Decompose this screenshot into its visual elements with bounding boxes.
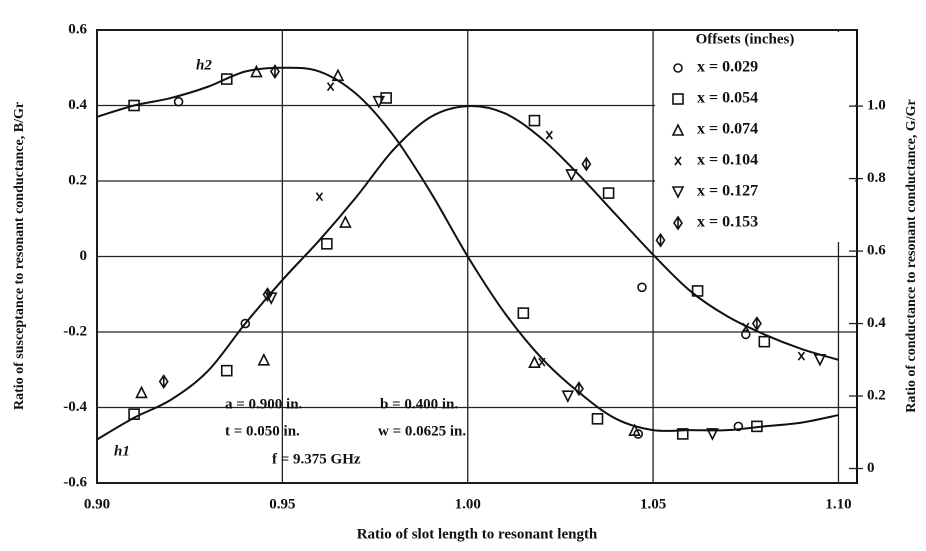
annotation: f = 9.375 GHz (272, 451, 361, 467)
marker (581, 156, 592, 172)
legend-marker (671, 123, 685, 136)
y-axis-title: Ratio of susceptance to resonant conduct… (12, 102, 27, 410)
marker (740, 329, 751, 340)
marker (220, 73, 233, 85)
y2-tick-label: 0 (867, 460, 875, 476)
y-tick-label: 0 (80, 248, 88, 264)
marker (380, 92, 392, 104)
marker (742, 322, 750, 332)
marker (528, 355, 541, 368)
marker (331, 68, 345, 82)
marker (733, 421, 744, 432)
y2-tick-label: 0.2 (867, 387, 886, 403)
legend-label: x = 0.054 (697, 90, 758, 107)
marker (573, 381, 584, 397)
x-tick-label: 1.05 (640, 496, 666, 512)
y-tick-label: 0.4 (68, 97, 87, 113)
marker (339, 215, 352, 228)
marker (135, 385, 148, 399)
legend-label: x = 0.029 (697, 59, 758, 76)
legend-marker (673, 215, 683, 231)
marker (706, 428, 719, 441)
marker (637, 282, 647, 293)
marker (240, 318, 251, 329)
marker (628, 423, 641, 436)
marker (517, 307, 530, 319)
marker (220, 364, 233, 377)
marker (751, 316, 762, 331)
marker (655, 232, 666, 248)
marker (602, 187, 615, 199)
marker (561, 390, 575, 403)
marker (128, 408, 140, 420)
legend-title: Offsets (inches) (696, 31, 795, 47)
marker (545, 130, 553, 140)
legend-label: x = 0.074 (697, 121, 758, 138)
x-tick-label: 0.95 (269, 496, 295, 512)
marker (591, 413, 604, 425)
marker (538, 357, 546, 367)
y2-tick-label: 0.6 (867, 243, 886, 259)
y2-tick-label: 0.8 (867, 170, 886, 186)
y2-tick-label: 1.0 (867, 98, 886, 114)
curve-label: h2 (196, 57, 212, 73)
marker (633, 429, 644, 439)
marker (173, 96, 184, 107)
marker (797, 351, 806, 361)
legend-label: x = 0.127 (697, 183, 758, 200)
marker (813, 353, 827, 367)
x-axis-title: Ratio of slot length to resonant length (357, 526, 598, 542)
marker (315, 192, 324, 202)
marker (372, 95, 386, 109)
legend-marker (674, 156, 682, 166)
y-tick-label: 0.6 (68, 21, 87, 37)
marker (257, 352, 271, 366)
y-tick-label: -0.2 (63, 323, 87, 339)
curve (96, 105, 839, 441)
marker (128, 99, 140, 112)
marker (158, 374, 169, 389)
annotation: t = 0.050 in. (225, 423, 300, 439)
legend-box (655, 32, 855, 242)
marker (758, 335, 771, 348)
marker (326, 82, 335, 92)
legend-label: x = 0.153 (697, 214, 758, 231)
annotation: a = 0.900 in. (225, 396, 303, 412)
marker (751, 420, 763, 433)
legend-marker (673, 63, 683, 73)
x-tick-label: 1.00 (455, 496, 481, 512)
legend-marker (671, 186, 685, 199)
marker (691, 285, 704, 297)
y-tick-label: -0.6 (63, 474, 87, 490)
y-tick-label: 0.2 (68, 172, 87, 188)
marker (565, 169, 578, 182)
y2-axis-title: Ratio of conductance to resonant conduct… (904, 99, 919, 413)
legend-marker (672, 93, 684, 105)
annotation: w = 0.0625 in. (378, 423, 466, 439)
marker (269, 64, 280, 79)
marker (676, 428, 689, 440)
annotation: b = 0.400 in. (380, 396, 458, 412)
y2-tick-label: 0.4 (867, 315, 886, 331)
marker (321, 238, 333, 250)
y-tick-label: -0.4 (63, 399, 87, 415)
x-tick-label: 1.10 (825, 496, 851, 512)
marker (250, 64, 263, 78)
legend-label: x = 0.104 (697, 152, 758, 169)
marker (262, 287, 273, 302)
x-tick-label: 0.90 (84, 496, 110, 512)
marker (528, 114, 541, 127)
curve-label: h1 (114, 443, 130, 459)
